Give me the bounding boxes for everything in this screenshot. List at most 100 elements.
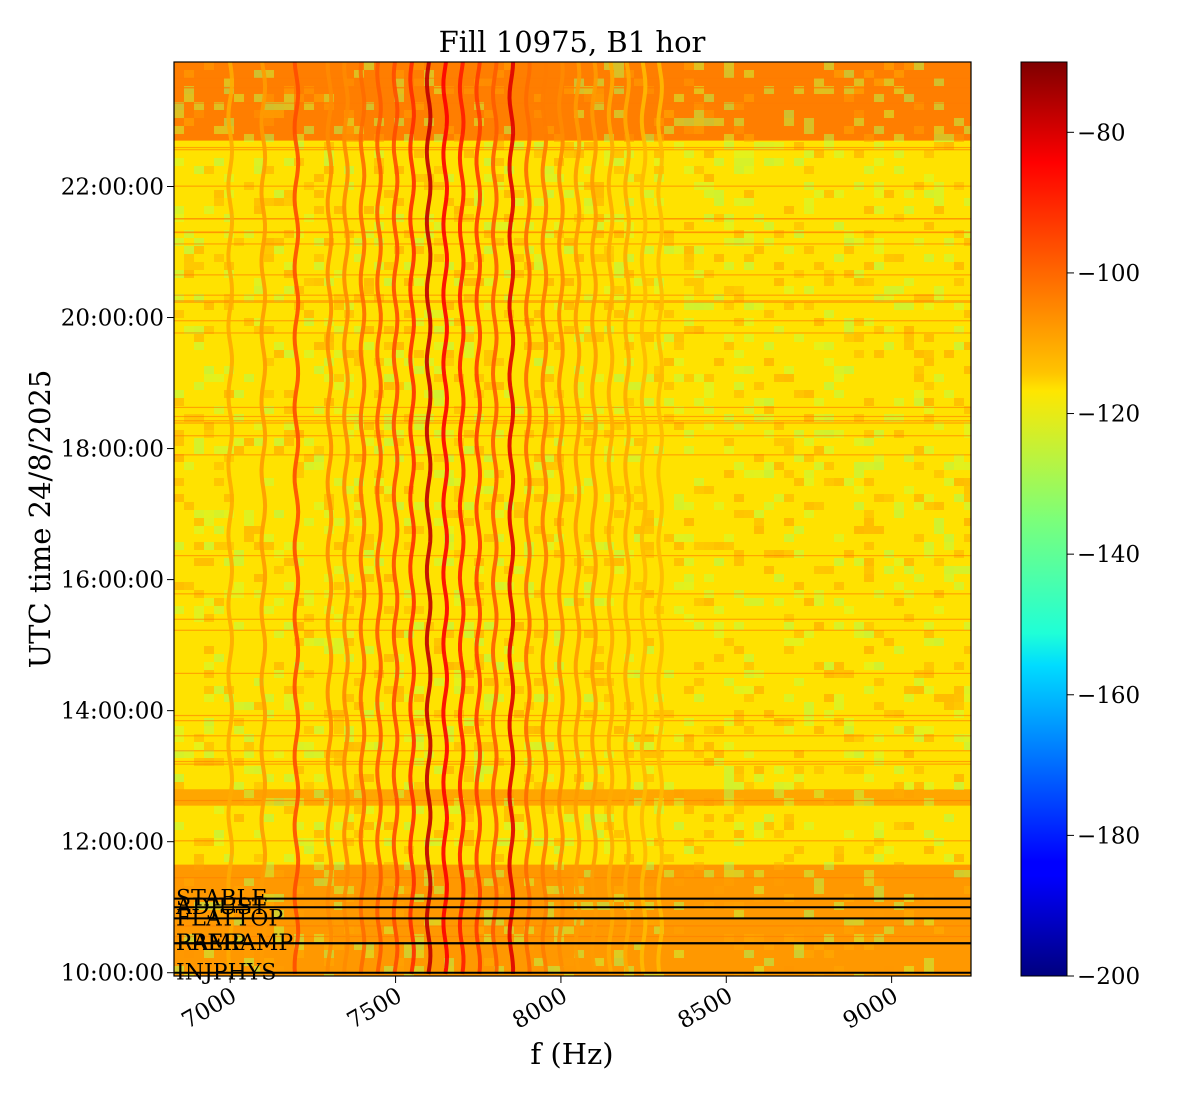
heatmap-cell: [864, 166, 874, 174]
heatmap-cell: [644, 278, 654, 286]
heatmap-cell: [954, 478, 964, 486]
heatmap-cell: [254, 702, 264, 710]
heatmap-cell: [684, 254, 694, 262]
heatmap-cell: [734, 902, 744, 910]
heatmap-cell: [854, 438, 864, 446]
heatmap-cell: [794, 334, 804, 342]
heatmap-cell: [284, 102, 294, 110]
heatmap-cell: [434, 470, 444, 478]
heatmap-cell: [744, 406, 754, 414]
heatmap-cell: [804, 598, 814, 606]
heatmap-cell: [174, 185, 971, 187]
heatmap-cell: [794, 550, 804, 558]
heatmap-cell: [724, 470, 734, 478]
heatmap-cell: [544, 742, 554, 750]
heatmap-cell: [484, 694, 494, 702]
heatmap-cell: [294, 622, 304, 630]
heatmap-cell: [284, 798, 294, 806]
heatmap-cell: [174, 149, 971, 151]
heatmap-cell: [344, 886, 354, 894]
heatmap-cell: [674, 502, 684, 510]
heatmap-cell: [294, 686, 304, 694]
heatmap-cell: [184, 974, 194, 976]
heatmap-cell: [444, 350, 454, 358]
heatmap-cell: [734, 806, 744, 814]
heatmap-cell: [904, 614, 914, 622]
heatmap-cell: [544, 190, 554, 198]
heatmap-cell: [924, 798, 934, 806]
heatmap-cell: [204, 966, 214, 974]
heatmap-cell: [274, 198, 284, 206]
heatmap-cell: [804, 246, 814, 254]
heatmap-cell: [864, 774, 874, 782]
heatmap-cell: [704, 118, 714, 126]
heatmap-cell: [514, 238, 524, 246]
y-tick-label: 16:00:00: [61, 568, 164, 594]
heatmap-cell: [664, 126, 674, 134]
heatmap-cell: [724, 798, 734, 806]
heatmap-cell: [494, 142, 504, 150]
heatmap-cell: [954, 326, 964, 334]
heatmap-cell: [944, 142, 954, 150]
heatmap-cell: [874, 750, 884, 758]
heatmap-cell: [944, 350, 954, 358]
heatmap-cell: [314, 902, 324, 910]
heatmap-cell: [274, 446, 284, 454]
heatmap-cell: [944, 254, 954, 262]
heatmap-cell: [264, 246, 274, 254]
heatmap-cell: [184, 582, 194, 590]
heatmap-cell: [914, 670, 924, 678]
heatmap-cell: [914, 398, 924, 406]
heatmap-cell: [464, 718, 474, 726]
heatmap-cell: [904, 94, 914, 102]
heatmap-cell: [924, 918, 934, 926]
heatmap-cell: [694, 846, 704, 854]
heatmap-cell: [594, 222, 604, 230]
heatmap-cell: [924, 302, 934, 310]
heatmap-cell: [824, 342, 834, 350]
heatmap-cell: [734, 158, 744, 166]
heatmap-cell: [414, 950, 424, 958]
heatmap-cell: [274, 870, 284, 878]
heatmap-cell: [454, 270, 464, 278]
heatmap-cell: [824, 142, 834, 150]
heatmap-cell: [264, 870, 274, 878]
heatmap-cell: [614, 150, 624, 158]
heatmap-cell: [254, 70, 264, 78]
heatmap-cell: [804, 910, 814, 918]
heatmap-cell: [234, 886, 244, 894]
heatmap-cell: [644, 334, 654, 342]
heatmap-cell: [304, 318, 314, 326]
heatmap-cell: [604, 214, 614, 222]
heatmap-cell: [304, 462, 314, 470]
heatmap-cell: [434, 166, 444, 174]
heatmap-cell: [764, 942, 774, 950]
heatmap-cell: [334, 374, 344, 382]
heatmap-cell: [674, 798, 684, 806]
heatmap-cell: [864, 278, 874, 286]
heatmap-cell: [634, 486, 644, 494]
heatmap-cell: [314, 726, 324, 734]
heatmap-cell: [914, 678, 924, 686]
heatmap-cell: [834, 254, 844, 262]
heatmap-cell: [864, 974, 874, 976]
heatmap-cell: [294, 838, 304, 846]
heatmap-cell: [784, 694, 794, 702]
heatmap-cell: [654, 150, 664, 158]
heatmap-cell: [614, 270, 624, 278]
heatmap-cell: [254, 766, 264, 774]
heatmap-cell: [184, 118, 194, 126]
heatmap-cell: [484, 534, 494, 542]
heatmap-cell: [304, 838, 314, 846]
heatmap-cell: [494, 662, 504, 670]
heatmap-cell: [174, 726, 184, 734]
heatmap-cell: [234, 918, 244, 926]
heatmap-cell: [814, 886, 824, 894]
heatmap-cell: [684, 150, 694, 158]
heatmap-cell: [664, 534, 674, 542]
heatmap-cell: [314, 638, 324, 646]
heatmap-cell: [294, 134, 304, 142]
heatmap-cell: [764, 502, 774, 510]
heatmap-cell: [674, 822, 684, 830]
heatmap-cell: [194, 542, 204, 550]
